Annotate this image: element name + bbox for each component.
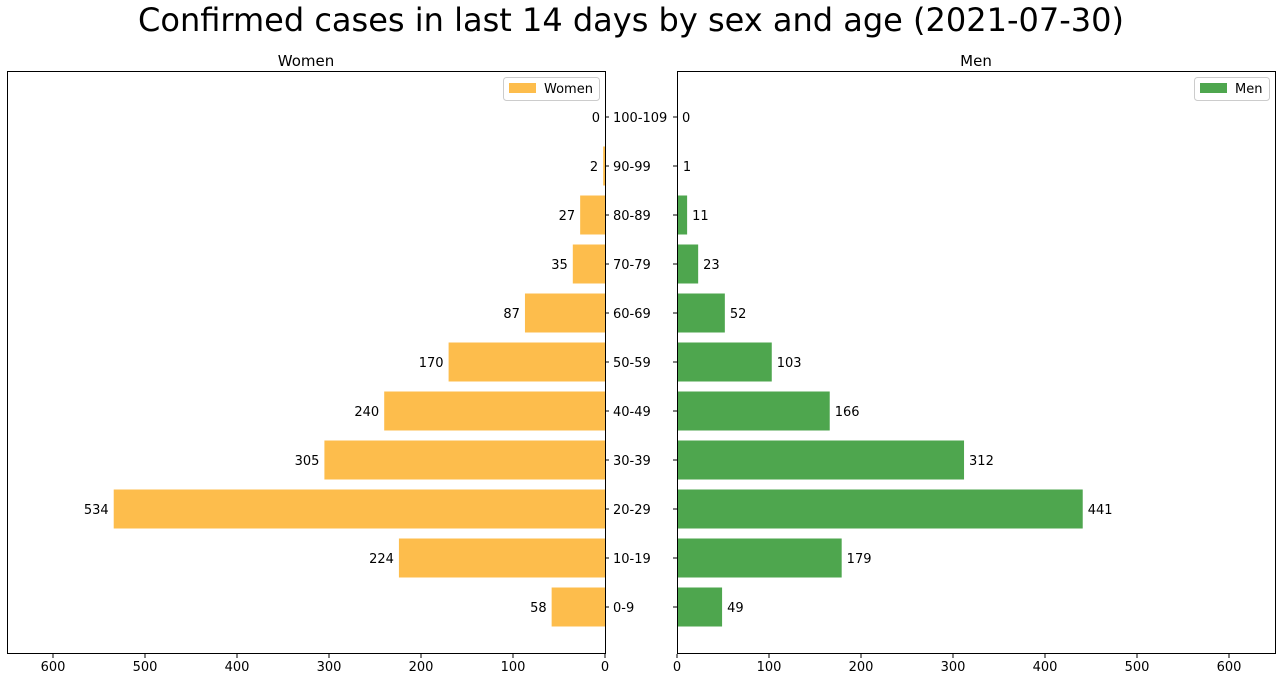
men-bar-80-89: [677, 195, 688, 235]
women-x-tick-label: 100: [501, 660, 526, 675]
men-value-label-100-109: 0: [682, 111, 690, 126]
women-x-tick-label: 600: [41, 660, 66, 675]
men-value-label-0-9: 49: [727, 601, 744, 616]
men-value-label-10-19: 179: [847, 552, 872, 567]
age-group-label-70-79: 70-79: [613, 258, 651, 273]
women-legend-label: Women: [544, 82, 593, 97]
women-bar-60-69: [524, 293, 605, 333]
men-bar-40-49: [677, 391, 830, 431]
women-value-label-60-69: 87: [503, 307, 520, 322]
men-value-label-90-99: 1: [683, 160, 691, 175]
men-bars: [677, 146, 1083, 627]
women-bar-30-39: [324, 440, 605, 480]
women-bar-20-29: [113, 489, 605, 529]
men-value-label-80-89: 11: [692, 209, 709, 224]
women-value-labels: 58 224 534 305 240 170 87 35 27 2 0: [84, 111, 600, 616]
age-group-label-10-19: 10-19: [613, 552, 651, 567]
women-value-label-50-59: 170: [419, 356, 444, 371]
men-x-tick-label: 100: [757, 660, 782, 675]
women-bar-90-99: [603, 146, 605, 186]
men-legend-swatch: [1200, 83, 1227, 93]
women-x-axis: 0 100 200 300 400 500 600: [41, 654, 609, 675]
age-group-label-60-69: 60-69: [613, 307, 651, 322]
women-x-tick-label: 400: [225, 660, 250, 675]
women-x-tick-label: 200: [409, 660, 434, 675]
women-bar-70-79: [572, 244, 605, 284]
women-panel-title: Women: [278, 52, 334, 70]
age-group-label-100-109: 100-109: [613, 111, 667, 126]
women-value-label-0-9: 58: [530, 601, 547, 616]
women-x-tick-label: 0: [601, 660, 609, 675]
men-bar-30-39: [677, 440, 965, 480]
women-bar-0-9: [551, 587, 605, 627]
men-x-tick-label: 300: [941, 660, 966, 675]
men-x-tick-label: 500: [1125, 660, 1150, 675]
women-bar-10-19: [398, 538, 605, 578]
men-bar-10-19: [677, 538, 842, 578]
women-value-label-100-109: 0: [592, 111, 600, 126]
women-bar-80-89: [580, 195, 605, 235]
men-value-label-30-39: 312: [969, 454, 994, 469]
women-bar-50-59: [448, 342, 605, 382]
men-value-label-40-49: 166: [835, 405, 860, 420]
age-group-label-40-49: 40-49: [613, 405, 651, 420]
men-x-tick-label: 600: [1217, 660, 1242, 675]
women-bars: [113, 146, 605, 627]
women-legend: Women: [503, 77, 600, 101]
men-value-label-20-29: 441: [1088, 503, 1113, 518]
men-value-label-70-79: 23: [703, 258, 720, 273]
men-bar-50-59: [677, 342, 772, 382]
men-panel-title: Men: [960, 52, 992, 70]
men-bar-70-79: [677, 244, 699, 284]
women-value-label-30-39: 305: [295, 454, 320, 469]
men-legend: Men: [1194, 77, 1270, 101]
age-group-label-30-39: 30-39: [613, 454, 651, 469]
age-group-axis: 0-9 10-19 20-29 30-39 40-49 50-59 60-69 70-79 80…: [605, 111, 677, 616]
age-group-label-90-99: 90-99: [613, 160, 651, 175]
men-bar-60-69: [677, 293, 725, 333]
age-group-label-80-89: 80-89: [613, 209, 651, 224]
men-value-label-50-59: 103: [777, 356, 802, 371]
men-x-tick-label: 200: [849, 660, 874, 675]
women-value-label-20-29: 534: [84, 503, 109, 518]
age-group-label-0-9: 0-9: [613, 601, 634, 616]
age-group-label-20-29: 20-29: [613, 503, 651, 518]
women-panel: Women 58 224 534 305 240 170 87 35 27 2 0 0 100 200 3…: [7, 52, 609, 675]
women-value-label-10-19: 224: [369, 552, 394, 567]
men-x-axis: 0 100 200 300 400 500 600: [673, 654, 1242, 675]
men-value-label-60-69: 52: [730, 307, 747, 322]
figure-title: Confirmed cases in last 14 days by sex a…: [138, 1, 1124, 39]
women-x-tick-label: 500: [133, 660, 158, 675]
women-bar-40-49: [384, 391, 605, 431]
men-x-tick-label: 400: [1033, 660, 1058, 675]
men-legend-label: Men: [1235, 82, 1262, 97]
men-x-tick-label: 0: [673, 660, 681, 675]
women-value-label-80-89: 27: [559, 209, 576, 224]
age-group-label-50-59: 50-59: [613, 356, 651, 371]
women-x-tick-label: 300: [317, 660, 342, 675]
men-bar-0-9: [677, 587, 723, 627]
men-axes-frame: [677, 71, 1276, 654]
women-value-label-90-99: 2: [590, 160, 598, 175]
women-value-label-70-79: 35: [551, 258, 568, 273]
women-legend-swatch: [509, 83, 536, 93]
men-bar-20-29: [677, 489, 1083, 529]
women-value-label-40-49: 240: [354, 405, 379, 420]
